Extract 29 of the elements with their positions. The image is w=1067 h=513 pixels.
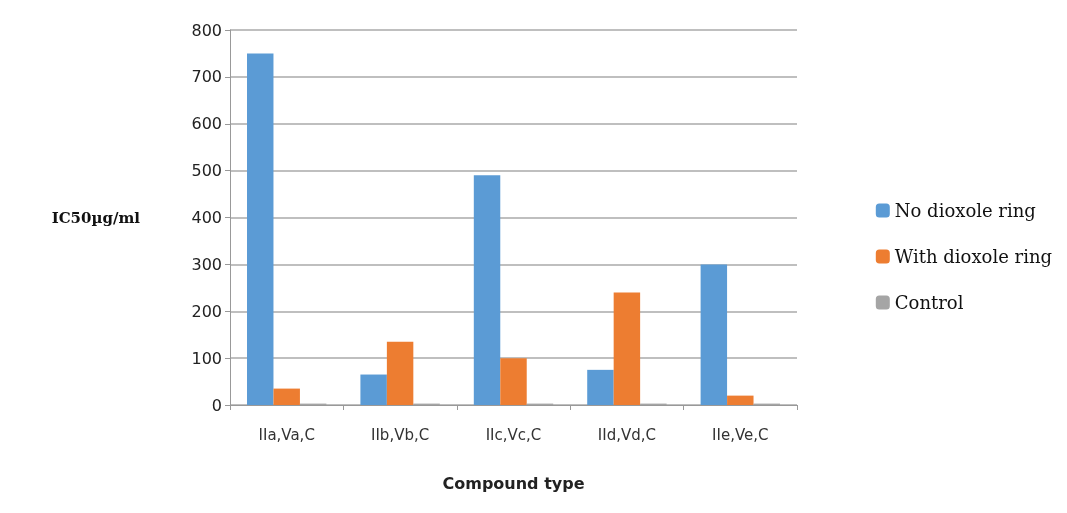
legend-label: No dioxole ring xyxy=(894,200,1036,221)
y-tick-label: 400 xyxy=(191,208,222,227)
y-tick-label: 0 xyxy=(211,395,222,415)
y-axis-title: IC50µg/ml xyxy=(51,208,141,227)
y-tick-label: 600 xyxy=(191,114,222,134)
x-tick-label: IIa,Va,C xyxy=(258,425,315,444)
bar xyxy=(360,374,387,405)
y-tick-label: 500 xyxy=(191,161,222,181)
x-tick-label: IIb,Vb,C xyxy=(371,425,430,444)
y-tick-label: 300 xyxy=(191,254,222,274)
x-tick-label: IId,Vd,C xyxy=(597,425,656,444)
bar xyxy=(386,341,414,405)
bar xyxy=(700,264,728,405)
y-tick-label: 700 xyxy=(191,67,222,87)
y-tick-label: 100 xyxy=(191,348,222,368)
y-tick-label: 800 xyxy=(191,20,222,40)
bar xyxy=(273,388,300,405)
bar xyxy=(727,395,754,405)
legend-label: Control xyxy=(894,292,964,313)
bar xyxy=(500,358,527,405)
bar xyxy=(473,175,501,405)
x-tick-label: IIe,Ve,C xyxy=(712,425,769,444)
x-tick-label: IIc,Vc,C xyxy=(485,425,542,444)
bar xyxy=(247,53,274,405)
bar xyxy=(587,369,614,405)
bar xyxy=(613,292,641,405)
x-axis-title: Compound type xyxy=(442,473,585,493)
legend-label: With dioxole ring xyxy=(894,246,1052,267)
y-tick-label: 200 xyxy=(191,301,222,321)
